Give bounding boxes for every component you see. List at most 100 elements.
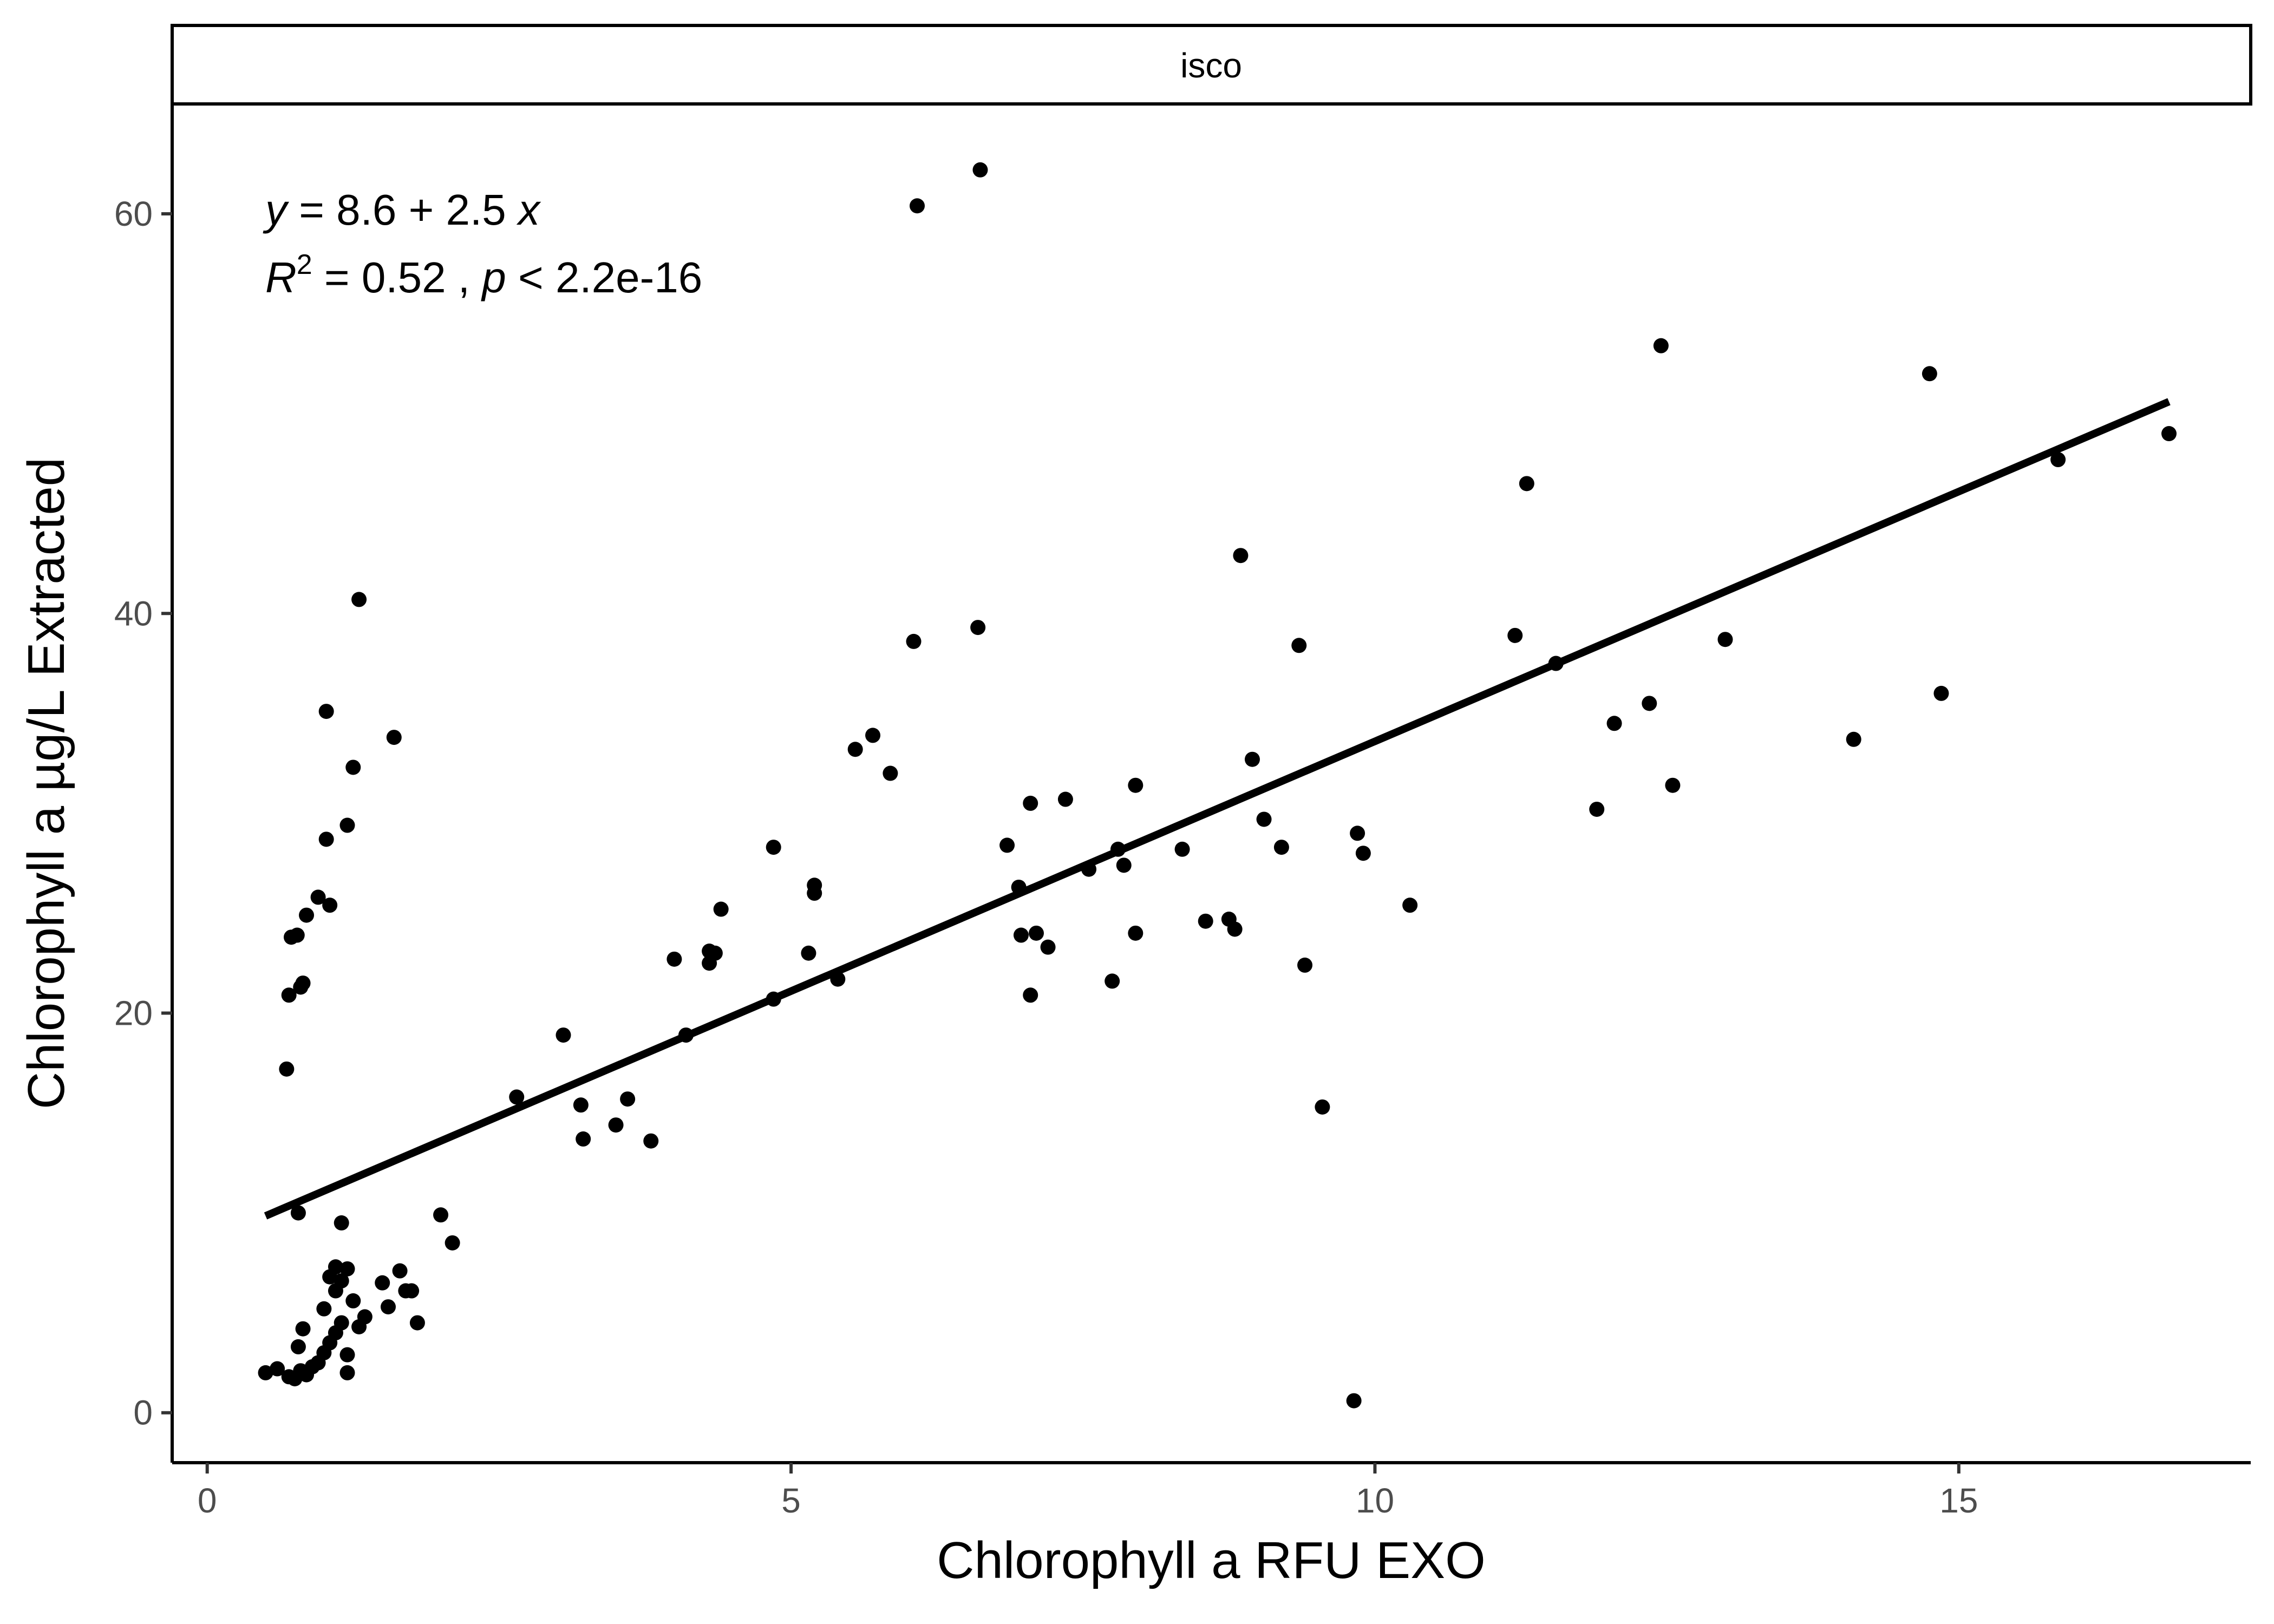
data-point (2161, 426, 2177, 442)
data-point (380, 1299, 396, 1315)
data-point (1350, 826, 1365, 841)
data-point (279, 1061, 295, 1077)
data-point (643, 1133, 659, 1149)
y-tick-label: 60 (114, 194, 153, 233)
data-point (1040, 939, 1056, 955)
data-point (1402, 898, 1418, 913)
r2-superscript: 2 (297, 249, 312, 280)
data-point (334, 1215, 349, 1231)
y-tick-label: 20 (114, 993, 153, 1032)
data-point (386, 730, 402, 745)
data-point (290, 1205, 306, 1221)
data-point (1128, 925, 1143, 941)
data-point (1846, 731, 1861, 747)
data-point (433, 1207, 449, 1223)
data-point (289, 927, 305, 943)
data-point (1507, 627, 1523, 643)
data-point (2050, 452, 2066, 468)
data-point (509, 1089, 525, 1105)
data-point (310, 889, 326, 905)
data-point (1346, 1393, 1362, 1409)
equation-body: = 8.6 + 2.5 (287, 186, 518, 234)
data-point (318, 831, 334, 847)
data-point (807, 886, 822, 901)
data-point (556, 1027, 571, 1043)
data-point (392, 1263, 408, 1279)
data-point (1642, 696, 1657, 711)
data-point (404, 1283, 420, 1299)
equation-label: y = 8.6 + 2.5 x (263, 186, 541, 234)
data-points (258, 162, 2177, 1409)
data-point (1355, 846, 1371, 861)
data-point (573, 1097, 589, 1113)
p-value: < 2.2e-16 (506, 253, 703, 302)
data-point (1273, 840, 1289, 855)
data-point (351, 592, 367, 607)
data-point (1589, 801, 1605, 817)
data-point (345, 759, 361, 775)
data-point (318, 704, 334, 719)
data-point (1665, 777, 1681, 793)
data-point (666, 951, 682, 967)
y-tick-label: 40 (114, 594, 153, 633)
data-point (445, 1235, 460, 1250)
data-point (375, 1275, 390, 1291)
x-tick-label: 0 (198, 1481, 217, 1520)
data-point (339, 1365, 355, 1380)
data-point (972, 162, 988, 178)
data-point (1256, 811, 1272, 827)
data-point (409, 1315, 425, 1331)
facet-strip (171, 24, 2252, 106)
data-point (316, 1301, 332, 1317)
x-tick-label: 10 (1356, 1481, 1394, 1520)
data-point (1013, 927, 1029, 943)
data-point (970, 620, 986, 636)
regression-line (264, 398, 2171, 1220)
stats-label: R2 = 0.52 , p < 2.2e-16 (265, 249, 702, 302)
y-axis-title: Chlorophyll a µg/L Extracted (17, 457, 75, 1109)
x-tick-label: 5 (781, 1481, 801, 1520)
data-point (576, 1131, 591, 1147)
data-point (1297, 957, 1313, 973)
data-point (299, 907, 315, 923)
r2-value: = 0.52 , (312, 253, 482, 302)
axis-ticks: 0 5 10 15 0 20 40 60 (114, 194, 1978, 1520)
data-point (608, 1117, 624, 1133)
equation-y: y (263, 186, 290, 234)
data-point (290, 1339, 306, 1354)
data-point (1233, 548, 1249, 564)
data-point (328, 1259, 343, 1275)
data-point (1519, 476, 1534, 492)
data-point (883, 765, 898, 781)
data-point (270, 1361, 285, 1377)
r2-symbol: R (265, 253, 297, 302)
equation-x: x (516, 186, 541, 234)
data-point (1933, 685, 1949, 701)
data-point (339, 817, 355, 833)
data-point (1227, 921, 1243, 937)
data-point (906, 633, 922, 649)
data-point (1653, 338, 1669, 353)
data-point (295, 975, 311, 991)
data-point (322, 898, 338, 913)
data-point (713, 901, 729, 917)
regression-line-group (264, 398, 2171, 1220)
data-point (1717, 632, 1733, 647)
data-point (1028, 925, 1044, 941)
data-point (295, 1321, 311, 1337)
data-point (281, 987, 297, 1003)
data-point (707, 945, 723, 961)
data-point (1023, 795, 1038, 811)
data-point (1116, 857, 1132, 873)
x-axis-title: Chlorophyll a RFU EXO (937, 1531, 1486, 1589)
data-point (345, 1293, 361, 1309)
data-point (334, 1315, 349, 1331)
data-point (999, 837, 1015, 853)
p-symbol: p (481, 253, 506, 302)
y-tick-label: 0 (133, 1393, 153, 1432)
data-point (1315, 1099, 1330, 1115)
data-point (1174, 841, 1190, 857)
data-point (258, 1365, 273, 1380)
